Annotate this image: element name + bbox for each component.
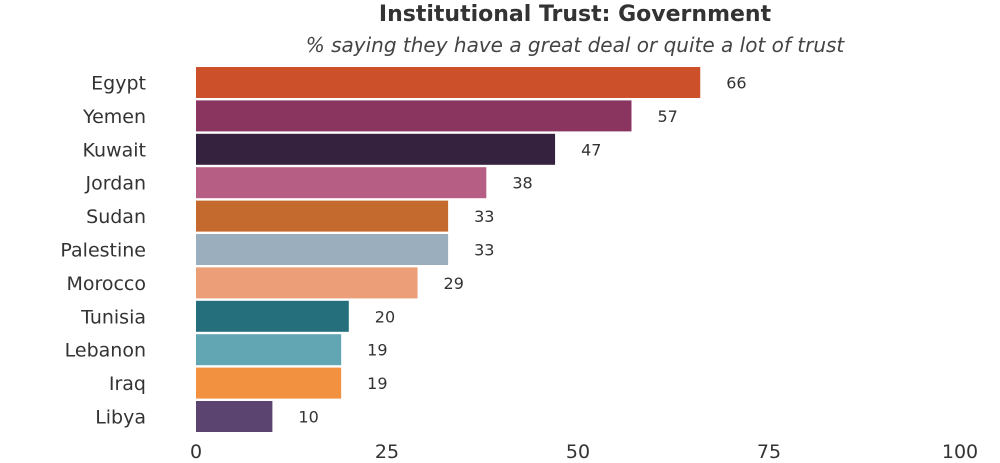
value-label-sudan: 33 [474, 207, 494, 226]
bar-sudan [196, 200, 449, 232]
bar-egypt [196, 67, 701, 98]
value-label-lebanon: 19 [367, 341, 387, 360]
value-label-kuwait: 47 [581, 140, 601, 159]
category-label-jordan: Jordan [85, 173, 146, 195]
category-label-morocco: Morocco [66, 273, 146, 295]
value-label-jordan: 38 [512, 174, 532, 193]
category-label-egypt: Egypt [91, 73, 146, 95]
bar-libya [196, 401, 273, 432]
x-tick-label-25: 25 [375, 441, 399, 463]
bar-tunisia [196, 300, 349, 332]
category-label-libya: Libya [95, 407, 146, 429]
category-label-yemen: Yemen [82, 106, 146, 128]
x-tick-label-75: 75 [757, 441, 781, 463]
value-label-palestine: 33 [474, 241, 494, 260]
value-label-iraq: 19 [367, 374, 387, 393]
bar-jordan [196, 167, 487, 199]
bar-lebanon [196, 334, 342, 366]
category-label-kuwait: Kuwait [83, 139, 146, 161]
bar-iraq [196, 367, 342, 399]
value-label-yemen: 57 [657, 107, 677, 126]
bar-palestine [196, 234, 449, 265]
value-label-tunisia: 20 [375, 307, 395, 326]
bar-yemen [196, 100, 632, 132]
x-tick-label-0: 0 [190, 441, 202, 463]
x-tick-label-100: 100 [942, 441, 978, 463]
value-label-morocco: 29 [444, 274, 464, 293]
chart-subtitle: % saying they have a great deal or quite… [305, 33, 845, 57]
category-label-iraq: Iraq [109, 373, 146, 395]
value-label-libya: 10 [298, 408, 318, 427]
category-label-palestine: Palestine [60, 240, 146, 262]
chart-title: Institutional Trust: Government [378, 2, 772, 27]
category-label-tunisia: Tunisia [80, 306, 146, 328]
bar-morocco [196, 267, 418, 299]
category-label-sudan: Sudan [86, 206, 146, 228]
x-tick-label-50: 50 [566, 441, 590, 463]
value-label-egypt: 66 [726, 74, 746, 93]
bar-kuwait [196, 133, 556, 165]
category-label-lebanon: Lebanon [65, 340, 146, 362]
